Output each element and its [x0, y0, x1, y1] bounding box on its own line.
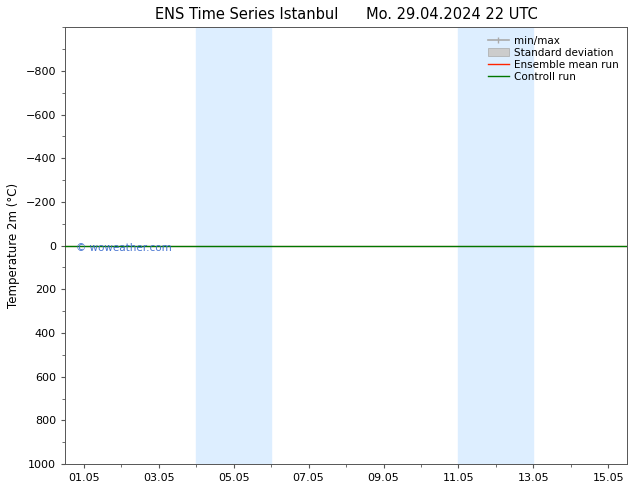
Legend: min/max, Standard deviation, Ensemble mean run, Controll run: min/max, Standard deviation, Ensemble me…	[485, 32, 622, 85]
Bar	[458, 27, 533, 464]
Bar	[196, 27, 271, 464]
Y-axis label: Temperature 2m (°C): Temperature 2m (°C)	[7, 183, 20, 308]
Title: ENS Time Series Istanbul      Mo. 29.04.2024 22 UTC: ENS Time Series Istanbul Mo. 29.04.2024 …	[155, 7, 538, 22]
Text: © woweather.com: © woweather.com	[76, 244, 172, 253]
